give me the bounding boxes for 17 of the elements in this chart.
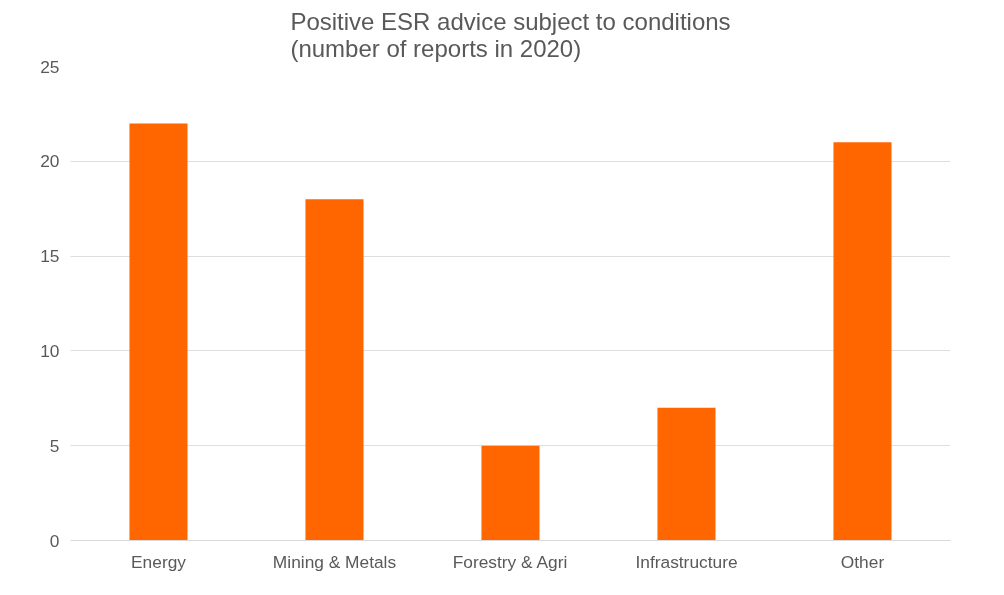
bar bbox=[657, 407, 716, 541]
y-tick-label: 20 bbox=[40, 151, 60, 172]
chart-title: Positive ESR advice subject to conditions (number of reports in 2020) bbox=[290, 7, 731, 62]
x-tick-label: Forestry & Agri bbox=[452, 551, 568, 572]
y-tick-label: 0 bbox=[49, 530, 60, 551]
x-tick-label: Other bbox=[840, 551, 885, 572]
x-tick-label: Energy bbox=[131, 551, 187, 572]
y-tick-label: 10 bbox=[40, 340, 60, 361]
y-tick-label: 5 bbox=[49, 435, 60, 456]
x-tick-label: Infrastructure bbox=[635, 551, 738, 572]
y-tick-label: 15 bbox=[40, 246, 60, 267]
y-tick-label: 25 bbox=[40, 56, 60, 77]
bar bbox=[129, 123, 188, 541]
bar bbox=[481, 445, 540, 541]
bar bbox=[833, 142, 892, 541]
bar bbox=[305, 199, 364, 541]
x-tick-label: Mining & Metals bbox=[272, 551, 397, 572]
